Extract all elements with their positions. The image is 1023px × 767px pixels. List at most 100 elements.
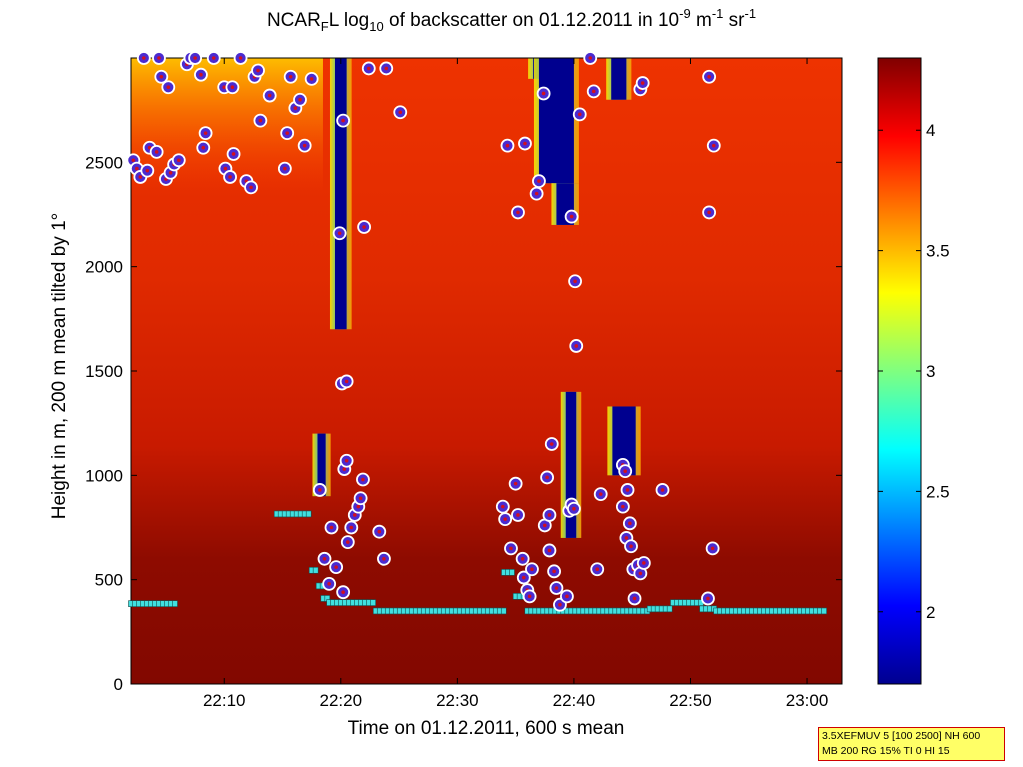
- colorbar-ticks: 2 2.5 3 3.5 4: [878, 121, 950, 622]
- low-region: [611, 58, 627, 100]
- colorbar-tick-label: 2.5: [926, 482, 950, 501]
- cloud-base-point: [593, 487, 608, 502]
- cloud-base-center: [341, 590, 345, 594]
- cloud-base-point: [522, 589, 537, 604]
- cloud-base-point: [361, 61, 376, 76]
- cloud-base-center: [344, 458, 349, 463]
- bl-marker: [821, 607, 827, 615]
- cloud-base-point: [379, 61, 394, 76]
- cloud-base-center: [199, 72, 203, 77]
- cloud-base-point: [618, 464, 633, 479]
- cloud-base-center: [501, 504, 505, 509]
- cloud-base-center: [537, 179, 541, 183]
- cloud-base-point: [149, 144, 164, 159]
- cloud-base-center: [377, 529, 382, 534]
- cloud-base-center: [341, 118, 345, 123]
- cloud-base-center: [362, 225, 366, 229]
- cloud-base-point: [702, 69, 717, 84]
- cloud-base-center: [565, 594, 569, 599]
- bl-marker: [312, 566, 319, 574]
- cloud-base-center: [642, 561, 646, 565]
- cloud-base-center: [521, 575, 526, 580]
- cloud-base-center: [256, 68, 260, 73]
- y-tick-label: 2000: [85, 258, 123, 277]
- cloud-base-point: [706, 138, 721, 153]
- cloud-base-point: [152, 51, 166, 65]
- cloud-base-point: [567, 501, 581, 516]
- cloud-base-point: [324, 520, 339, 535]
- low-region: [612, 406, 636, 476]
- cloud-base-point: [194, 67, 208, 82]
- cloud-base-point: [336, 113, 351, 128]
- cloud-base-point: [622, 516, 637, 531]
- cloud-base-point: [293, 92, 307, 107]
- cloud-base-center: [135, 166, 139, 171]
- cloud-base-center: [258, 118, 263, 123]
- cloud-base-point: [171, 153, 186, 168]
- cloud-base-point: [560, 589, 574, 604]
- cloud-base-center: [595, 567, 600, 572]
- bl-marker: [305, 510, 312, 518]
- cloud-base-point: [280, 126, 295, 141]
- cloud-base-center: [142, 56, 146, 60]
- cloud-base-point: [620, 483, 635, 497]
- cloud-base-point: [705, 541, 720, 556]
- cloud-base-center: [628, 521, 632, 526]
- cloud-base-point: [188, 51, 203, 65]
- cloud-base-center: [157, 56, 161, 60]
- cloud-base-center: [574, 344, 579, 348]
- cloud-base-point: [624, 539, 638, 554]
- bl-marker: [500, 607, 507, 615]
- cloud-base-point: [586, 84, 601, 99]
- y-tick-label: 1500: [85, 362, 123, 381]
- cloud-base-point: [498, 512, 513, 527]
- colorbar-tick-label: 4: [926, 121, 935, 140]
- bl-marker: [666, 605, 673, 613]
- cloud-base-center: [623, 469, 628, 473]
- cloud-base-center: [203, 131, 208, 135]
- cloud-base-center: [530, 567, 534, 572]
- x-tick-label: 22:40: [553, 691, 596, 710]
- cloud-base-center: [520, 557, 525, 561]
- cloud-base-center: [193, 56, 197, 60]
- cloud-base-center: [322, 557, 327, 561]
- cloud-base-center: [349, 525, 354, 530]
- cloud-base-center: [288, 74, 293, 79]
- cloud-base-point: [572, 107, 587, 122]
- bl-marker: [370, 599, 376, 606]
- y-axis-ticks: 0 500 1000 1500 2000 2500: [85, 153, 842, 694]
- cloud-base-center: [558, 602, 562, 607]
- cloud-base-center: [706, 596, 710, 601]
- cloud-base-center: [231, 152, 236, 156]
- info-box: 3.5XEFMUV 5 [100 2500] NH 600 MB 200 RG …: [818, 727, 1005, 761]
- cloud-base-center: [298, 97, 302, 102]
- cloud-base-center: [547, 513, 552, 517]
- cloud-base-center: [632, 596, 637, 601]
- cloud-base-center: [513, 481, 518, 486]
- low-region: [538, 58, 574, 184]
- cloud-base-point: [206, 51, 221, 65]
- cloud-base-point: [627, 591, 642, 606]
- info-box-line1: 3.5XEFMUV 5 [100 2500] NH 600: [822, 730, 981, 742]
- cloud-base-center: [230, 85, 235, 90]
- cloud-base-center: [166, 85, 171, 90]
- cloud-base-center: [516, 513, 520, 517]
- x-tick-label: 22:30: [436, 691, 479, 710]
- cloud-base-point: [297, 138, 312, 153]
- cloud-base-center: [352, 513, 357, 517]
- cloud-base-center: [711, 143, 716, 148]
- info-box-line2: MB 200 RG 15% TI 0 HI 15: [822, 745, 950, 757]
- cloud-base-point: [702, 205, 717, 220]
- y-tick-label: 500: [95, 571, 123, 590]
- cloud-base-point: [322, 576, 337, 591]
- cloud-base-center: [302, 143, 307, 148]
- cloud-base-point: [568, 274, 582, 289]
- cloud-base-center: [573, 279, 577, 284]
- cloud-base-center: [541, 91, 546, 96]
- cloud-base-center: [361, 477, 365, 482]
- colorbar: [877, 57, 922, 685]
- cloud-base-center: [283, 166, 287, 171]
- cloud-base-point: [253, 113, 268, 128]
- cloud-base-point: [529, 186, 544, 201]
